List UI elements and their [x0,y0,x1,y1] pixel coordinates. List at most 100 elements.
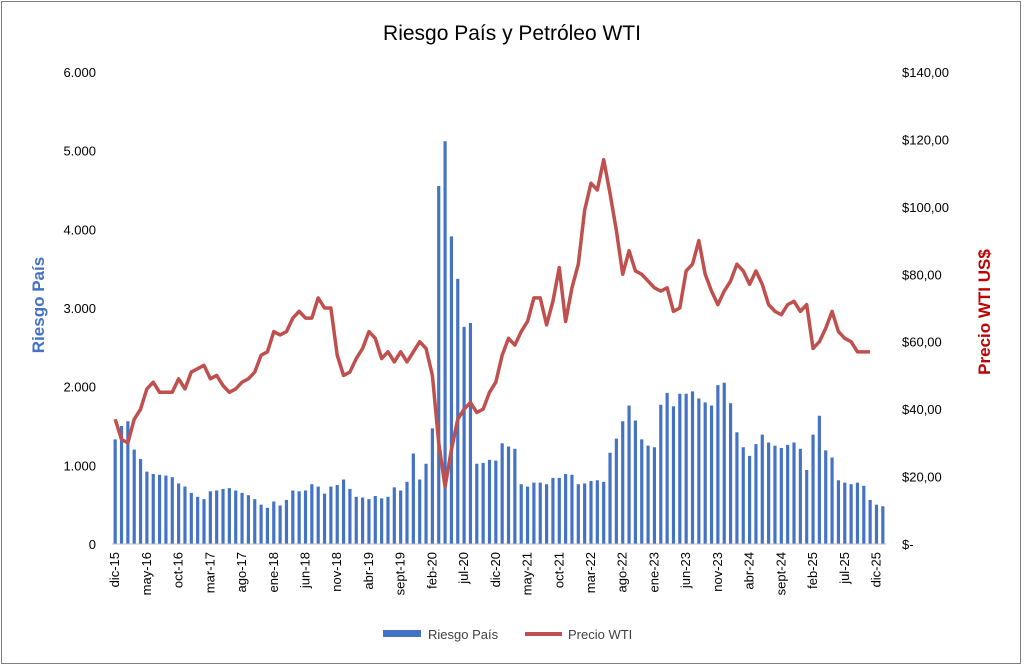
right-axis-ticks: $- $20,00 $40,00 $60,00 $80,00 $100,00 $120,00… [902,65,949,552]
left-tick-label: 0 [89,537,96,552]
bar-riesgo-pais [754,444,758,544]
bar-riesgo-pais [874,504,879,544]
bar-riesgo-pais [430,428,434,544]
legend-riesgo-pais: Riesgo País [428,627,499,642]
bar-riesgo-pais [513,448,517,544]
bar-riesgo-pais [741,447,745,544]
x-tick-label: jun-18 [298,552,313,589]
x-tick-label: ene-18 [266,552,281,592]
bar-riesgo-pais [570,474,574,544]
bar-riesgo-pais [602,481,606,544]
bar-riesgo-pais [278,505,282,544]
bar-riesgo-pais [329,486,333,544]
bar-riesgo-pais [767,442,771,544]
bar-riesgo-pais [272,501,276,544]
bar-riesgo-pais [202,499,206,544]
bar-riesgo-pais [424,463,428,544]
bar-riesgo-pais [215,490,219,544]
bar-riesgo-pais [576,484,580,544]
bar-riesgo-pais [170,477,174,544]
bar-riesgo-pais [506,446,511,544]
bar-riesgo-pais [456,278,460,544]
x-tick-label: sept-19 [393,552,408,595]
bar-riesgo-pais [392,487,396,544]
bar-riesgo-pais [589,481,593,544]
x-tick-label: mar-22 [583,552,598,593]
bar-riesgo-pais [481,462,485,544]
bar-riesgo-pais [773,445,777,544]
bar-riesgo-pais [805,470,809,544]
legend-precio-wti: Precio WTI [568,627,632,642]
x-tick-label: mar-17 [202,552,217,593]
right-tick-label: $100,00 [902,200,949,215]
bar-riesgo-pais [519,484,523,544]
left-tick-label: 2.000 [63,380,96,395]
bar-riesgo-pais [443,141,447,544]
bar-riesgo-pais [583,483,587,544]
bar-riesgo-pais [113,439,117,544]
left-axis-label: Riesgo País [29,257,48,353]
bar-riesgo-pais [722,382,726,544]
bar-riesgo-pais [614,438,618,544]
bar-riesgo-pais [849,484,853,544]
bar-riesgo-pais [399,490,403,544]
bar-riesgo-pais [373,496,377,544]
bar-riesgo-pais [297,491,301,544]
bar-riesgo-pais [779,448,783,544]
right-tick-label: $- [902,537,914,552]
bar-riesgo-pais [703,402,707,544]
bar-riesgo-pais [652,447,657,544]
bar-riesgo-pais [855,482,860,544]
x-tick-label: ago-17 [234,552,249,592]
x-tick-label: jun-23 [678,552,693,589]
bar-riesgo-pais [145,471,149,544]
bar-riesgo-pais [303,490,308,544]
bar-riesgo-pais [348,488,352,544]
left-tick-label: 1.000 [63,458,96,473]
bar-riesgo-pais [221,488,225,544]
bar-riesgo-pais [621,421,625,544]
bar-riesgo-pais [265,507,270,544]
bar-riesgo-pais [868,499,872,544]
bar-riesgo-pais [132,449,136,544]
x-tick-label: may-16 [139,552,154,595]
bar-riesgo-pais [386,496,390,544]
bar-riesgo-pais [798,448,802,544]
bar-riesgo-pais [119,426,124,544]
bar-riesgo-pais [532,482,536,544]
left-tick-label: 4.000 [63,222,96,237]
bar-riesgo-pais [310,484,314,544]
x-tick-label: nov-18 [329,552,344,592]
bar-riesgo-pais [246,495,250,544]
x-tick-label: dic-15 [107,552,122,587]
bar-riesgo-pais [792,442,796,544]
bar-riesgo-pais [690,391,695,544]
bar-riesgo-pais [253,499,257,544]
bar-riesgo-pais [341,479,346,544]
bar-riesgo-pais [843,482,847,544]
bar-riesgo-pais [259,504,263,544]
bar-riesgo-pais [659,404,663,544]
x-tick-label: nov-23 [710,552,725,592]
right-tick-label: $60,00 [902,335,942,350]
bar-riesgo-pais [697,398,701,544]
x-tick-label: abr-24 [742,552,757,590]
bar-riesgo-pais [284,499,289,544]
bar-riesgo-pais [836,480,841,544]
bar-riesgo-pais [449,236,454,544]
x-tick-label: dic-25 [868,552,883,587]
bar-riesgo-pais [189,492,193,544]
bar-riesgo-pais [538,482,542,544]
x-tick-label: ene-23 [646,552,661,592]
x-tick-label: feb-20 [424,552,439,589]
bar-riesgo-pais [709,405,714,544]
bar-riesgo-pais [367,499,371,544]
bar-riesgo-pais [183,486,187,544]
right-tick-label: $80,00 [902,267,942,282]
bar-riesgo-pais [500,443,504,544]
right-tick-label: $20,00 [902,470,942,485]
bar-riesgo-pais [665,392,669,544]
bar-riesgo-pais [494,460,498,544]
